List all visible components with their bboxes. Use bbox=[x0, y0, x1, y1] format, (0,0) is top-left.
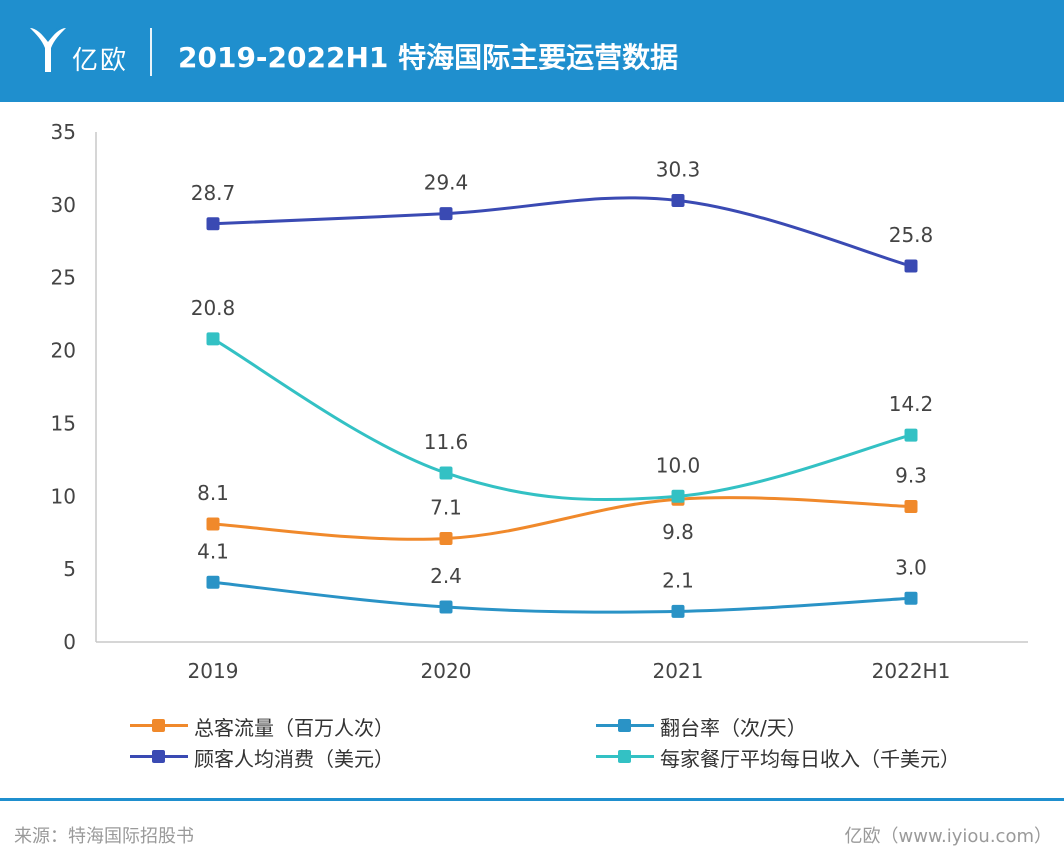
data-point-marker bbox=[904, 259, 918, 273]
data-point-marker bbox=[206, 517, 220, 531]
data-point-marker bbox=[904, 428, 918, 442]
data-point-marker bbox=[439, 600, 453, 614]
x-tick-label: 2022H1 bbox=[872, 659, 951, 683]
data-point-marker bbox=[439, 207, 453, 221]
chart-title: 2019-2022H1 特海国际主要运营数据 bbox=[178, 41, 679, 74]
series-line-1 bbox=[212, 580, 912, 614]
data-point-marker bbox=[439, 532, 453, 546]
data-label: 4.1 bbox=[197, 539, 229, 563]
y-tick-label: 5 bbox=[63, 557, 76, 581]
legend-swatch-table-turnover bbox=[596, 714, 654, 738]
series-line-0 bbox=[212, 496, 912, 541]
data-point-marker bbox=[206, 575, 220, 589]
data-label: 10.0 bbox=[656, 453, 701, 477]
y-tick-label: 15 bbox=[51, 411, 76, 435]
data-point-marker bbox=[671, 489, 685, 503]
data-point-marker bbox=[439, 466, 453, 480]
series-line-2 bbox=[212, 196, 912, 268]
footer-divider bbox=[0, 798, 1064, 801]
legend-label-daily-revenue: 每家餐厅平均每日收入（千美元） bbox=[660, 746, 960, 771]
legend-item-table-turnover: 翻台率（次/天） bbox=[596, 714, 807, 740]
data-label: 29.4 bbox=[424, 171, 469, 195]
y-tick-label: 25 bbox=[51, 266, 76, 290]
data-label: 30.3 bbox=[656, 157, 701, 181]
legend-label-table-turnover: 翻台率（次/天） bbox=[660, 715, 807, 740]
data-label: 7.1 bbox=[430, 496, 462, 520]
data-label: 9.3 bbox=[895, 463, 927, 487]
credit-note: 亿欧（www.iyiou.com） bbox=[844, 826, 1052, 847]
y-tick-label: 35 bbox=[51, 120, 76, 144]
legend-item-total-traffic: 总客流量（百万人次） bbox=[130, 714, 394, 740]
source-note: 来源：特海国际招股书 bbox=[14, 826, 194, 847]
data-label: 9.8 bbox=[662, 520, 694, 544]
data-point-marker bbox=[904, 591, 918, 605]
x-tick-label: 2019 bbox=[188, 659, 239, 683]
data-label: 11.6 bbox=[424, 430, 469, 454]
data-point-marker bbox=[904, 499, 918, 513]
data-label: 2.4 bbox=[430, 564, 462, 588]
series-line-3 bbox=[212, 337, 912, 502]
legend-label-total-traffic: 总客流量（百万人次） bbox=[194, 715, 394, 740]
data-label: 25.8 bbox=[889, 223, 934, 247]
legend-item-daily-revenue: 每家餐厅平均每日收入（千美元） bbox=[596, 745, 960, 771]
yiou-logo-icon bbox=[30, 27, 66, 72]
data-label: 20.8 bbox=[191, 296, 236, 320]
y-tick-label: 0 bbox=[63, 630, 76, 654]
data-label: 2.1 bbox=[662, 568, 694, 592]
x-tick-label: 2020 bbox=[421, 659, 472, 683]
legend-swatch-avg-spend bbox=[130, 745, 188, 769]
y-tick-label: 30 bbox=[51, 193, 76, 217]
legend-swatch-daily-revenue bbox=[596, 745, 654, 769]
header-banner: 亿欧 2019-2022H1 特海国际主要运营数据 bbox=[0, 0, 1064, 102]
data-label: 8.1 bbox=[197, 481, 229, 505]
y-tick-label: 10 bbox=[51, 484, 76, 508]
data-point-marker bbox=[206, 217, 220, 231]
data-label: 14.2 bbox=[889, 392, 934, 416]
data-point-marker bbox=[671, 604, 685, 618]
legend-label-avg-spend: 顾客人均消费（美元） bbox=[194, 746, 394, 771]
y-tick-label: 20 bbox=[51, 339, 76, 363]
legend-swatch-total-traffic bbox=[130, 714, 188, 738]
header-divider bbox=[150, 28, 152, 76]
line-chart: 0 5 10 15 20 25 30 35 2019 2020 2021 2022H1 8.1 7.1 9.… bbox=[51, 120, 1028, 683]
logo-text: 亿欧 bbox=[72, 46, 129, 76]
data-label: 28.7 bbox=[191, 181, 236, 205]
legend-item-avg-spend: 顾客人均消费（美元） bbox=[130, 745, 394, 771]
data-point-marker bbox=[206, 332, 220, 346]
data-label: 3.0 bbox=[895, 555, 927, 579]
data-point-marker bbox=[671, 193, 685, 207]
x-tick-label: 2021 bbox=[653, 659, 704, 683]
